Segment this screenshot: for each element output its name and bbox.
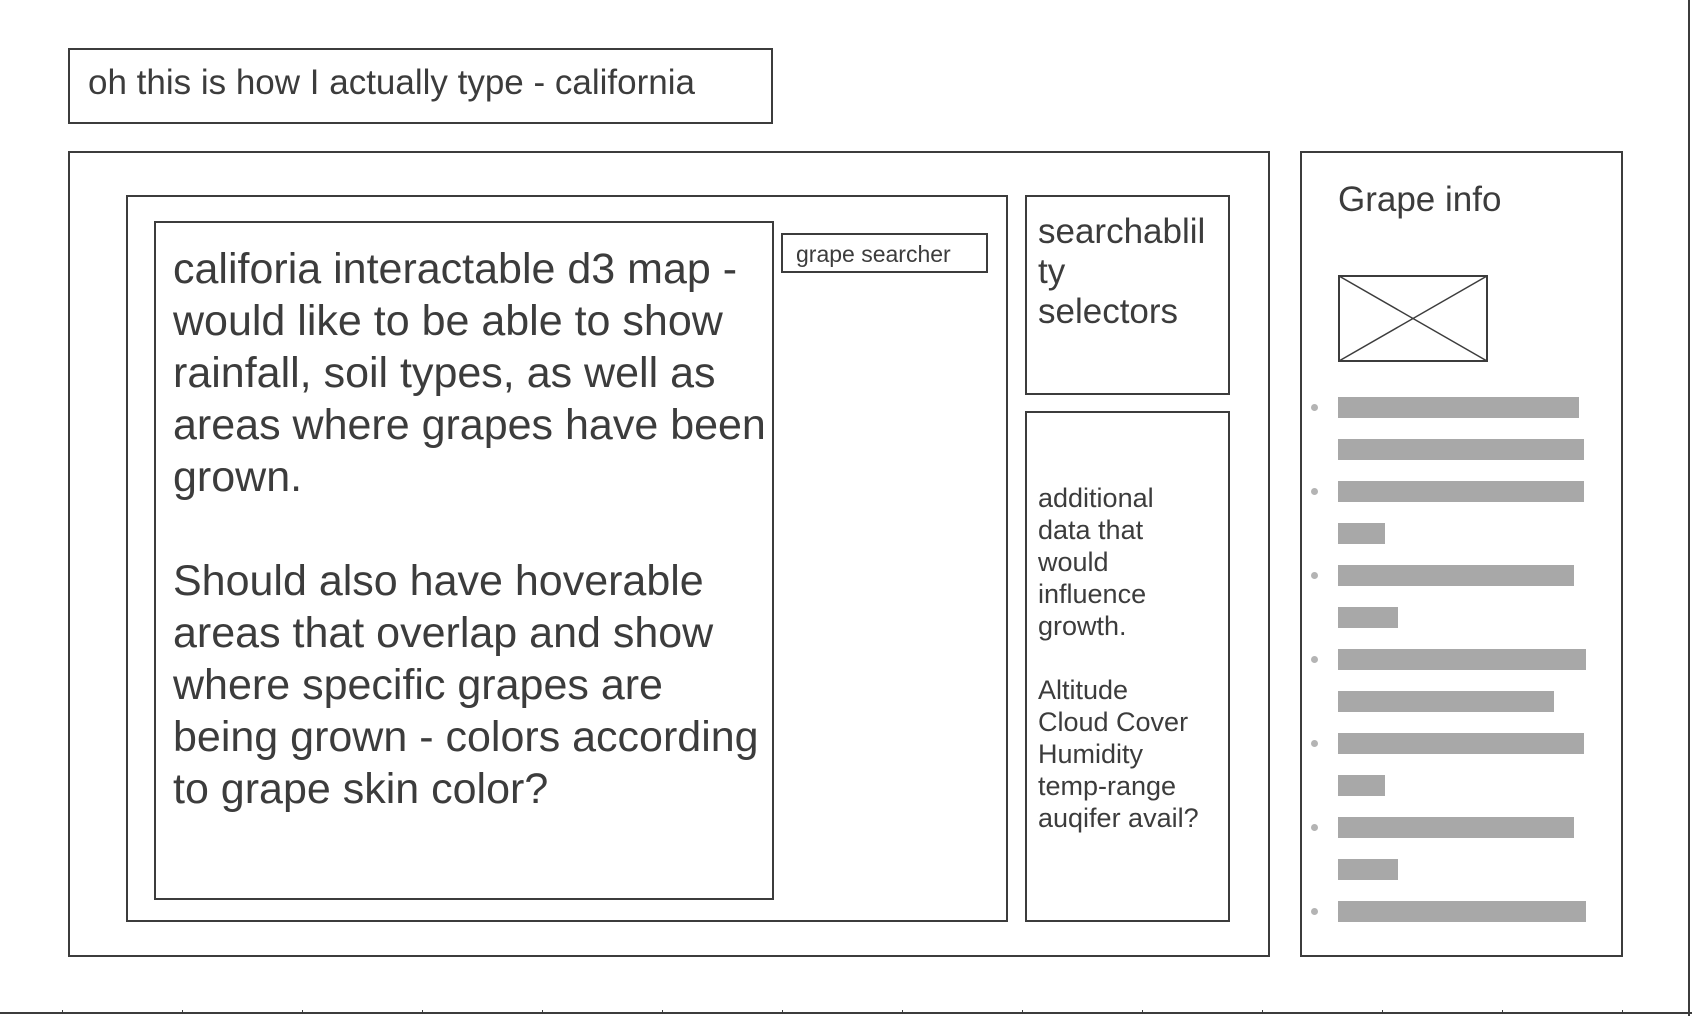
placeholder-text-line <box>1338 649 1586 670</box>
grape-info-panel: Grape info <box>1300 151 1623 957</box>
list-bullet <box>1311 572 1318 579</box>
placeholder-text-line <box>1338 859 1398 880</box>
list-bullet <box>1311 740 1318 747</box>
ruler-tick <box>542 1010 543 1014</box>
ruler-tick <box>62 1010 63 1014</box>
map-description: califoria interactable d3 map - would li… <box>173 245 766 813</box>
ruler-tick <box>1502 1010 1503 1014</box>
placeholder-text-line <box>1338 817 1574 838</box>
ruler-tick <box>1142 1010 1143 1014</box>
list-bullet <box>1311 488 1318 495</box>
placeholder-text-line <box>1338 607 1398 628</box>
header-title-box: oh this is how I actually type - califor… <box>68 48 773 124</box>
ruler-tick <box>662 1010 663 1014</box>
ruler-tick <box>182 1010 183 1014</box>
header-title: oh this is how I actually type - califor… <box>88 63 695 102</box>
placeholder-text-line <box>1338 901 1586 922</box>
ruler-tick <box>1262 1010 1263 1014</box>
image-placeholder-icon <box>1338 275 1488 362</box>
searchability-selectors-box[interactable]: searchablil ty selectors <box>1025 195 1230 395</box>
placeholder-text-line <box>1338 439 1584 460</box>
ruler-tick <box>302 1010 303 1014</box>
grape-info-title: Grape info <box>1338 180 1502 219</box>
ruler-tick <box>1622 1010 1623 1014</box>
list-bullet <box>1311 908 1318 915</box>
list-bullet <box>1311 404 1318 411</box>
page-right-border <box>1688 0 1690 1016</box>
placeholder-text-line <box>1338 397 1579 418</box>
ruler-tick <box>422 1010 423 1014</box>
searchability-selectors-label: searchablil ty selectors <box>1038 212 1206 331</box>
ruler-tick <box>902 1010 903 1014</box>
page-bottom-rule <box>0 1012 1692 1014</box>
ruler-tick <box>1382 1010 1383 1014</box>
additional-data-label: additional data that would influence gro… <box>1038 483 1199 833</box>
list-bullet <box>1311 656 1318 663</box>
placeholder-text-line <box>1338 481 1584 502</box>
placeholder-text-line <box>1338 691 1554 712</box>
placeholder-text-line <box>1338 523 1385 544</box>
list-bullet <box>1311 824 1318 831</box>
placeholder-text-line <box>1338 775 1385 796</box>
placeholder-text-line <box>1338 733 1584 754</box>
map-area[interactable]: califoria interactable d3 map - would li… <box>154 221 774 900</box>
grape-searcher-label: grape searcher <box>796 241 951 267</box>
placeholder-text-line <box>1338 565 1574 586</box>
ruler-tick <box>782 1010 783 1014</box>
grape-searcher-input[interactable]: grape searcher <box>781 233 988 273</box>
additional-data-box: additional data that would influence gro… <box>1025 411 1230 922</box>
ruler-tick <box>1022 1010 1023 1014</box>
